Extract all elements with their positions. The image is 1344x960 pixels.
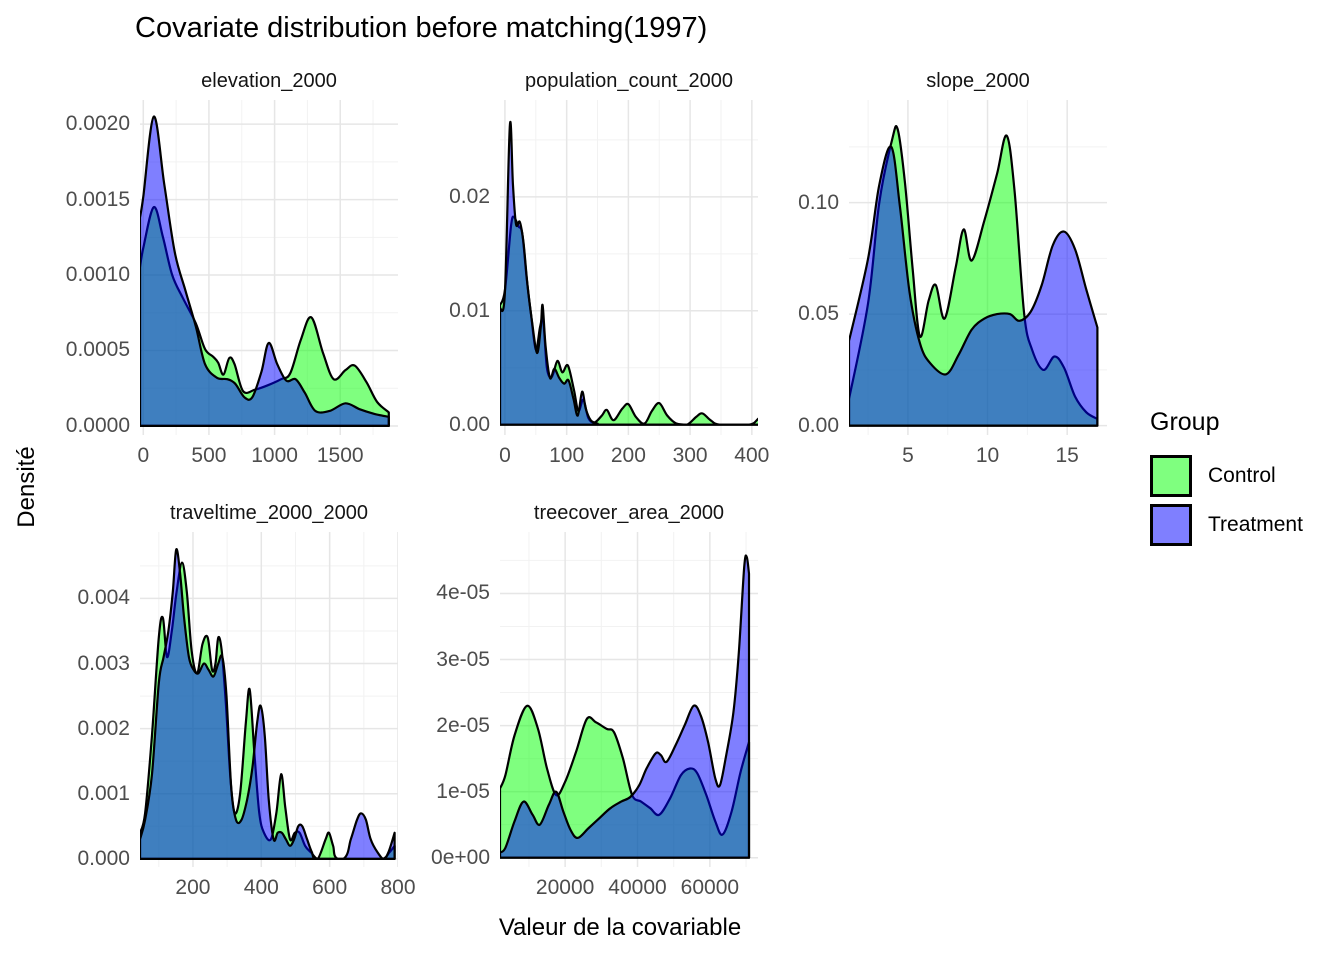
- y-tick-label: 0e+00: [431, 845, 490, 869]
- y-tick-label: 4e-05: [436, 581, 490, 605]
- y-tick-label: 1e-05: [436, 779, 490, 803]
- x-tick-label: 500: [191, 444, 227, 467]
- x-tick-label: 60000: [680, 876, 740, 899]
- x-tick-label: 600: [312, 876, 348, 899]
- y-tick-label: 0.02: [449, 184, 490, 208]
- y-tick-label: 0.0010: [65, 263, 130, 287]
- x-tick-label: 40000: [608, 876, 667, 899]
- x-tick-label: 0: [499, 444, 511, 467]
- y-tick-label: 0.0020: [65, 112, 130, 136]
- y-tick-label: 0.00: [798, 413, 839, 437]
- treatment-density-area: [140, 548, 396, 860]
- legend-item: Treatment: [1150, 504, 1303, 546]
- facet-title: population_count_2000: [525, 70, 733, 92]
- x-tick-label: 15: [1055, 444, 1079, 467]
- legend-title: Group: [1150, 408, 1220, 436]
- x-tick-label: 100: [549, 444, 585, 467]
- y-tick-label: 0.0005: [65, 338, 130, 362]
- x-tick-label: 200: [610, 444, 646, 467]
- y-tick-label: 0.01: [449, 298, 490, 322]
- legend-item: Control: [1150, 455, 1303, 497]
- treatment-density-area: [500, 120, 758, 426]
- treatment-density-area: [140, 115, 390, 427]
- legend: Group Control Treatment: [1150, 408, 1303, 553]
- y-tick-label: 0.10: [798, 190, 839, 214]
- y-tick-label: 0.00: [449, 412, 490, 436]
- y-tick-label: 0.05: [798, 302, 839, 326]
- y-tick-label: 3e-05: [436, 647, 490, 671]
- facet-title: traveltime_2000_2000: [170, 502, 368, 524]
- y-tick-label: 0.003: [77, 651, 130, 675]
- x-tick-label: 400: [734, 444, 770, 467]
- legend-key-fill: [1153, 458, 1189, 494]
- legend-item-label: Treatment: [1208, 513, 1303, 536]
- facet-title: elevation_2000: [201, 70, 337, 92]
- y-tick-label: 0.001: [77, 781, 130, 805]
- facet-panel: [140, 100, 398, 435]
- x-tick-label: 1500: [316, 444, 364, 467]
- treatment-density-area: [849, 145, 1099, 427]
- x-tick-label: 800: [380, 876, 416, 899]
- y-tick-label: 0.0000: [65, 413, 130, 437]
- legend-key-fill: [1153, 507, 1189, 543]
- x-tick-label: 300: [672, 444, 708, 467]
- legend-items: Control Treatment: [1150, 455, 1303, 546]
- x-tick-label: 200: [175, 876, 211, 899]
- x-axis-title: Valeur de la covariable: [498, 914, 742, 941]
- facet-panel: [500, 100, 758, 435]
- facet-panel: [500, 532, 758, 867]
- y-tick-label: 0.002: [77, 716, 130, 740]
- legend-key-swatch: [1150, 504, 1192, 546]
- facet-title: treecover_area_2000: [533, 502, 725, 524]
- y-tick-label: 0.0015: [65, 187, 130, 211]
- x-tick-label: 5: [902, 444, 914, 467]
- x-tick-label: 400: [243, 876, 279, 899]
- legend-key-swatch: [1150, 455, 1192, 497]
- x-tick-label: 20000: [535, 876, 595, 899]
- x-tick-label: 10: [975, 444, 1000, 467]
- facet-panel: [849, 100, 1107, 435]
- legend-item-label: Control: [1208, 464, 1276, 487]
- chart-title: Covariate distribution before matching(1…: [135, 12, 708, 44]
- x-tick-label: 0: [137, 444, 150, 467]
- x-tick-label: 1000: [251, 444, 298, 467]
- treatment-density-area: [500, 554, 751, 859]
- facet-panel: [140, 532, 398, 867]
- y-tick-label: 2e-05: [436, 713, 490, 737]
- y-tick-label: 0.000: [77, 846, 130, 870]
- y-tick-label: 0.004: [77, 586, 130, 610]
- y-axis-title: Densité: [13, 446, 40, 528]
- facet-title: slope_2000: [926, 70, 1030, 92]
